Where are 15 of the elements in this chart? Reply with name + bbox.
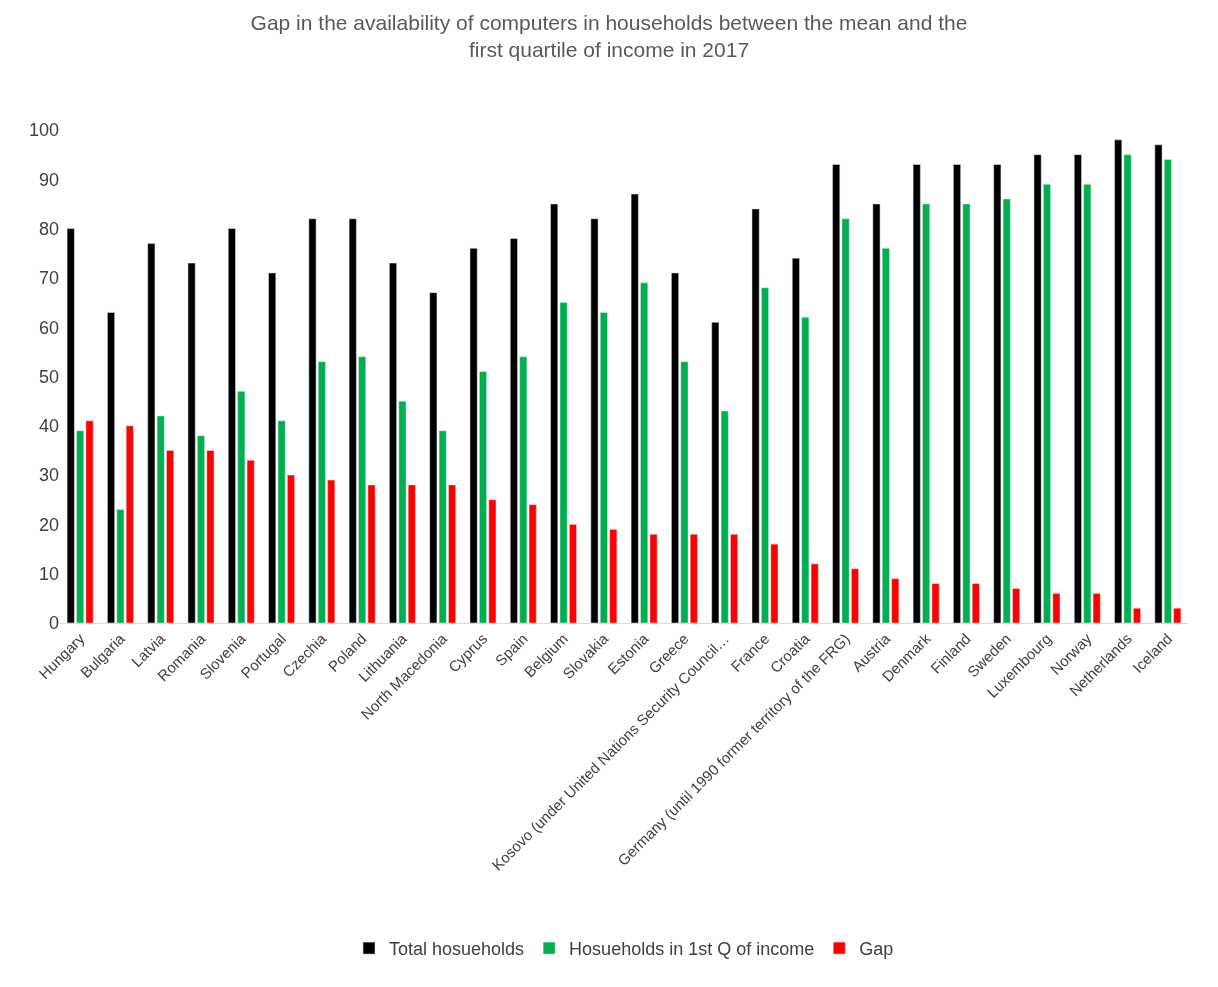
y-tick-label: 20 xyxy=(38,514,59,535)
y-tick-label: 40 xyxy=(38,416,59,437)
y-tick-label: 30 xyxy=(38,465,59,486)
legend-label: Total hosueholds xyxy=(389,939,525,960)
y-tick-label: 90 xyxy=(38,169,59,190)
y-tick-label: 0 xyxy=(48,613,59,634)
chart-title: Gap in the availability of computers in households between the mean and the first quartile of income in 2017 xyxy=(250,10,968,61)
y-tick-label: 10 xyxy=(38,564,59,584)
legend-label: Hosueholds in 1st Q of income xyxy=(569,939,815,960)
y-tick-label: 50 xyxy=(38,366,59,387)
y-tick-label: 60 xyxy=(38,317,59,338)
y-tick-label: 100 xyxy=(28,120,59,141)
y-tick-label: 80 xyxy=(38,218,59,239)
legend-label: Gap xyxy=(859,939,894,960)
y-tick-label: 70 xyxy=(38,268,59,289)
